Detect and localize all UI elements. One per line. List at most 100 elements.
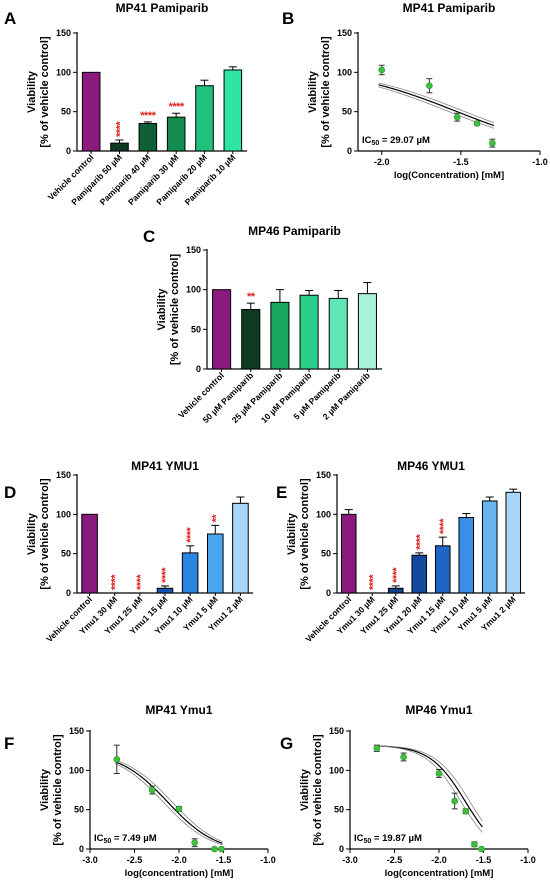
chart-title: MP41 Ymu1: [145, 703, 212, 717]
y-tick-label: 50: [342, 107, 352, 117]
y-axis-label-line: [% of vehicle control]: [299, 478, 311, 590]
y-axis-label-line: [% of vehicle control]: [39, 36, 51, 148]
y-axis-label: Viability[% of vehicle control]: [156, 254, 181, 366]
panel-letter: C: [143, 227, 155, 246]
panel-A: A MP41 Pamiparib 0 50 100 150 Viability[% of v…: [4, 1, 247, 207]
data-point: [473, 120, 481, 127]
panel-F: F MP41 Ymu1 0 50 100 150 Viability[% of vehicl…: [4, 703, 276, 879]
bar: [81, 71, 101, 152]
y-tick-label: 50: [191, 324, 201, 334]
significance-label: ****: [391, 567, 403, 583]
data-point: [435, 770, 443, 777]
data-point: [373, 745, 381, 752]
y-tick-label: 50: [321, 549, 331, 559]
ic50-value: = 29.07 µM: [379, 135, 430, 146]
ci-band-upper: [374, 745, 483, 822]
data-point: [148, 786, 156, 794]
x-tick-label: 10 µM Pamiparib: [259, 370, 314, 425]
panel-letter: D: [4, 483, 16, 502]
data-point: [218, 845, 225, 853]
significance-label: ****: [135, 574, 147, 590]
y-axis-label: Viability[% of vehicle control]: [26, 36, 51, 148]
panel-letter: E: [276, 483, 287, 502]
fit-curve: [374, 745, 483, 828]
y-tick-label: 150: [329, 726, 344, 736]
ci-band-lower: [114, 763, 223, 846]
y-tick-label: 100: [337, 67, 352, 77]
ic50-prefix: IC: [94, 833, 104, 844]
bar: [166, 116, 186, 152]
ic50-subscript: 50: [372, 140, 380, 147]
ic50-subscript: 50: [104, 838, 112, 845]
y-tick-label: 150: [186, 245, 201, 255]
bar: [434, 545, 451, 594]
y-tick-label: 0: [196, 364, 201, 374]
panel-letter: G: [280, 734, 293, 753]
ci-band-upper: [378, 82, 495, 124]
x-tick-label: -1.5: [216, 855, 232, 865]
significance-label: **: [247, 291, 256, 303]
y-axis-label-line: Viability: [26, 70, 38, 113]
significance-label: **: [210, 514, 222, 523]
y-axis-label-line: Viability: [307, 70, 319, 113]
significance-label: ****: [140, 110, 156, 122]
x-tick-label: -1.0: [260, 855, 276, 865]
x-tick-label: Pamiparib 30 µM: [126, 152, 181, 207]
y-tick-label: 100: [69, 765, 84, 775]
significance-label: ****: [414, 534, 426, 550]
bar: [505, 491, 522, 594]
y-tick-label: 50: [61, 107, 71, 117]
x-tick-label: -3.0: [82, 855, 98, 865]
bar: [81, 513, 98, 594]
bar: [212, 289, 232, 370]
y-tick-label: 0: [339, 844, 344, 854]
x-tick-label: -3.0: [342, 855, 358, 865]
chart-title: MP46 YMU1: [397, 459, 465, 473]
y-tick-label: 0: [66, 588, 71, 598]
x-tick-label: -1.5: [453, 157, 469, 167]
panel-G: G MP46 Ymu1 0 50 100 150 Viability[% of vehicl…: [280, 703, 536, 879]
bar: [357, 293, 377, 370]
y-axis-label: Viability[% of vehicle control]: [307, 36, 332, 148]
y-axis-label-line: [% of vehicle control]: [312, 734, 324, 846]
x-tick-label: -2.5: [387, 855, 403, 865]
panel-C: C MP46 Pamiparib 0 50 100 150 Viability[% of v…: [143, 224, 382, 425]
panel-E: E MP46 YMU1 0 50 100 150 Viability[% of vehicl…: [276, 459, 525, 644]
ic50-subscript: 50: [364, 838, 372, 845]
x-tick-label: -1.5: [476, 855, 492, 865]
x-tick-label: -1.0: [520, 855, 536, 865]
bar: [206, 533, 224, 594]
x-axis-label: log(concentration) [mM]: [125, 868, 234, 879]
bar: [223, 69, 243, 152]
bar: [270, 301, 290, 370]
chart-title: MP41 YMU1: [131, 459, 199, 473]
ic50-value: = 7.49 µM: [111, 833, 156, 844]
x-axis-label: log(concentration) [mM]: [385, 868, 494, 879]
data-point: [400, 753, 407, 761]
data-point: [175, 805, 183, 813]
ic50-label: IC50 = 19.87 µM: [354, 833, 422, 845]
chart-title: MP46 Ymu1: [405, 703, 472, 717]
y-tick-label: 100: [56, 67, 71, 77]
ic50-prefix: IC: [354, 833, 364, 844]
panel-letter: F: [4, 734, 14, 753]
x-tick-label: Pamiparib 50 µM: [69, 152, 124, 207]
y-axis-label-line: [% of vehicle control]: [169, 254, 181, 366]
significance-label: ****: [160, 567, 172, 583]
y-axis-label: Viability[% of vehicle control]: [39, 734, 64, 846]
y-tick-label: 150: [56, 470, 71, 480]
panel-letter: A: [4, 9, 16, 28]
data-point: [471, 840, 478, 848]
x-tick-label: -2.5: [127, 855, 143, 865]
x-tick-label: Pamiparib 10 µM: [183, 152, 238, 207]
y-axis-label-line: [% of vehicle control]: [52, 734, 64, 846]
y-tick-label: 150: [56, 28, 71, 38]
significance-label: ****: [110, 574, 122, 590]
panel-B: B MP41 Pamiparib 0 50 100 150 Viability[% of v…: [282, 1, 548, 181]
data-point: [191, 839, 198, 847]
x-tick-label: -2.0: [374, 157, 390, 167]
bar: [181, 552, 199, 594]
chart-title: MP41 Pamiparib: [116, 1, 209, 15]
x-tick-label: -1.0: [532, 157, 548, 167]
